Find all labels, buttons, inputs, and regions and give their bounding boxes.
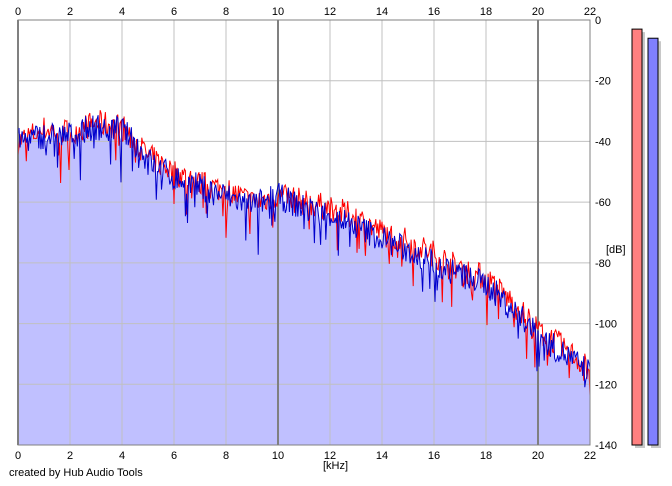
x-tick-label-bottom: 14 <box>376 450 388 462</box>
series-line-right <box>17 114 591 388</box>
x-tick-label-bottom: 0 <box>15 450 21 462</box>
plot-border <box>17 19 591 446</box>
x-tick-label-top: 20 <box>532 6 544 18</box>
x-tick-label-bottom: 10 <box>272 450 284 462</box>
spectrum-fill <box>18 115 590 445</box>
x-tick-label-top: 8 <box>223 6 229 18</box>
x-tick-label-top: 18 <box>480 6 492 18</box>
x-tick-label-bottom: 12 <box>324 450 336 462</box>
x-tick-label-bottom: 6 <box>171 450 177 462</box>
x-tick-label-top: 10 <box>272 6 284 18</box>
x-tick-label-top: 0 <box>15 6 21 18</box>
x-tick-label-bottom: 2 <box>67 450 73 462</box>
x-tick-label-bottom: 22 <box>584 450 596 462</box>
x-tick-label-top: 22 <box>584 6 596 18</box>
y-tick-label: -140 <box>595 440 617 452</box>
x-tick-label-top: 2 <box>67 6 73 18</box>
x-tick-label-top: 12 <box>324 6 336 18</box>
series-line-left <box>17 110 591 396</box>
x-axis-label: [kHz] <box>323 460 349 472</box>
level-meter-right <box>647 37 659 446</box>
y-tick-label: -100 <box>595 319 617 331</box>
level-meter-left <box>631 28 643 446</box>
x-tick-label-top: 6 <box>171 6 177 18</box>
y-tick-label: -20 <box>595 76 611 88</box>
x-tick-label-bottom: 20 <box>532 450 544 462</box>
x-tick-label-bottom: 8 <box>223 450 229 462</box>
y-tick-label: -40 <box>595 136 611 148</box>
x-tick-label-bottom: 18 <box>480 450 492 462</box>
credit-text: created by Hub Audio Tools <box>9 467 143 479</box>
y-tick-label: -120 <box>595 379 617 391</box>
x-tick-label-top: 4 <box>119 6 125 18</box>
y-tick-label: -80 <box>595 258 611 270</box>
x-tick-label-bottom: 16 <box>428 450 440 462</box>
y-tick-label: 0 <box>595 15 601 27</box>
x-tick-label-bottom: 4 <box>119 450 125 462</box>
x-tick-label-top: 14 <box>376 6 388 18</box>
x-tick-label-top: 16 <box>428 6 440 18</box>
y-axis-label: [dB] <box>606 244 626 256</box>
y-tick-label: -60 <box>595 197 611 209</box>
